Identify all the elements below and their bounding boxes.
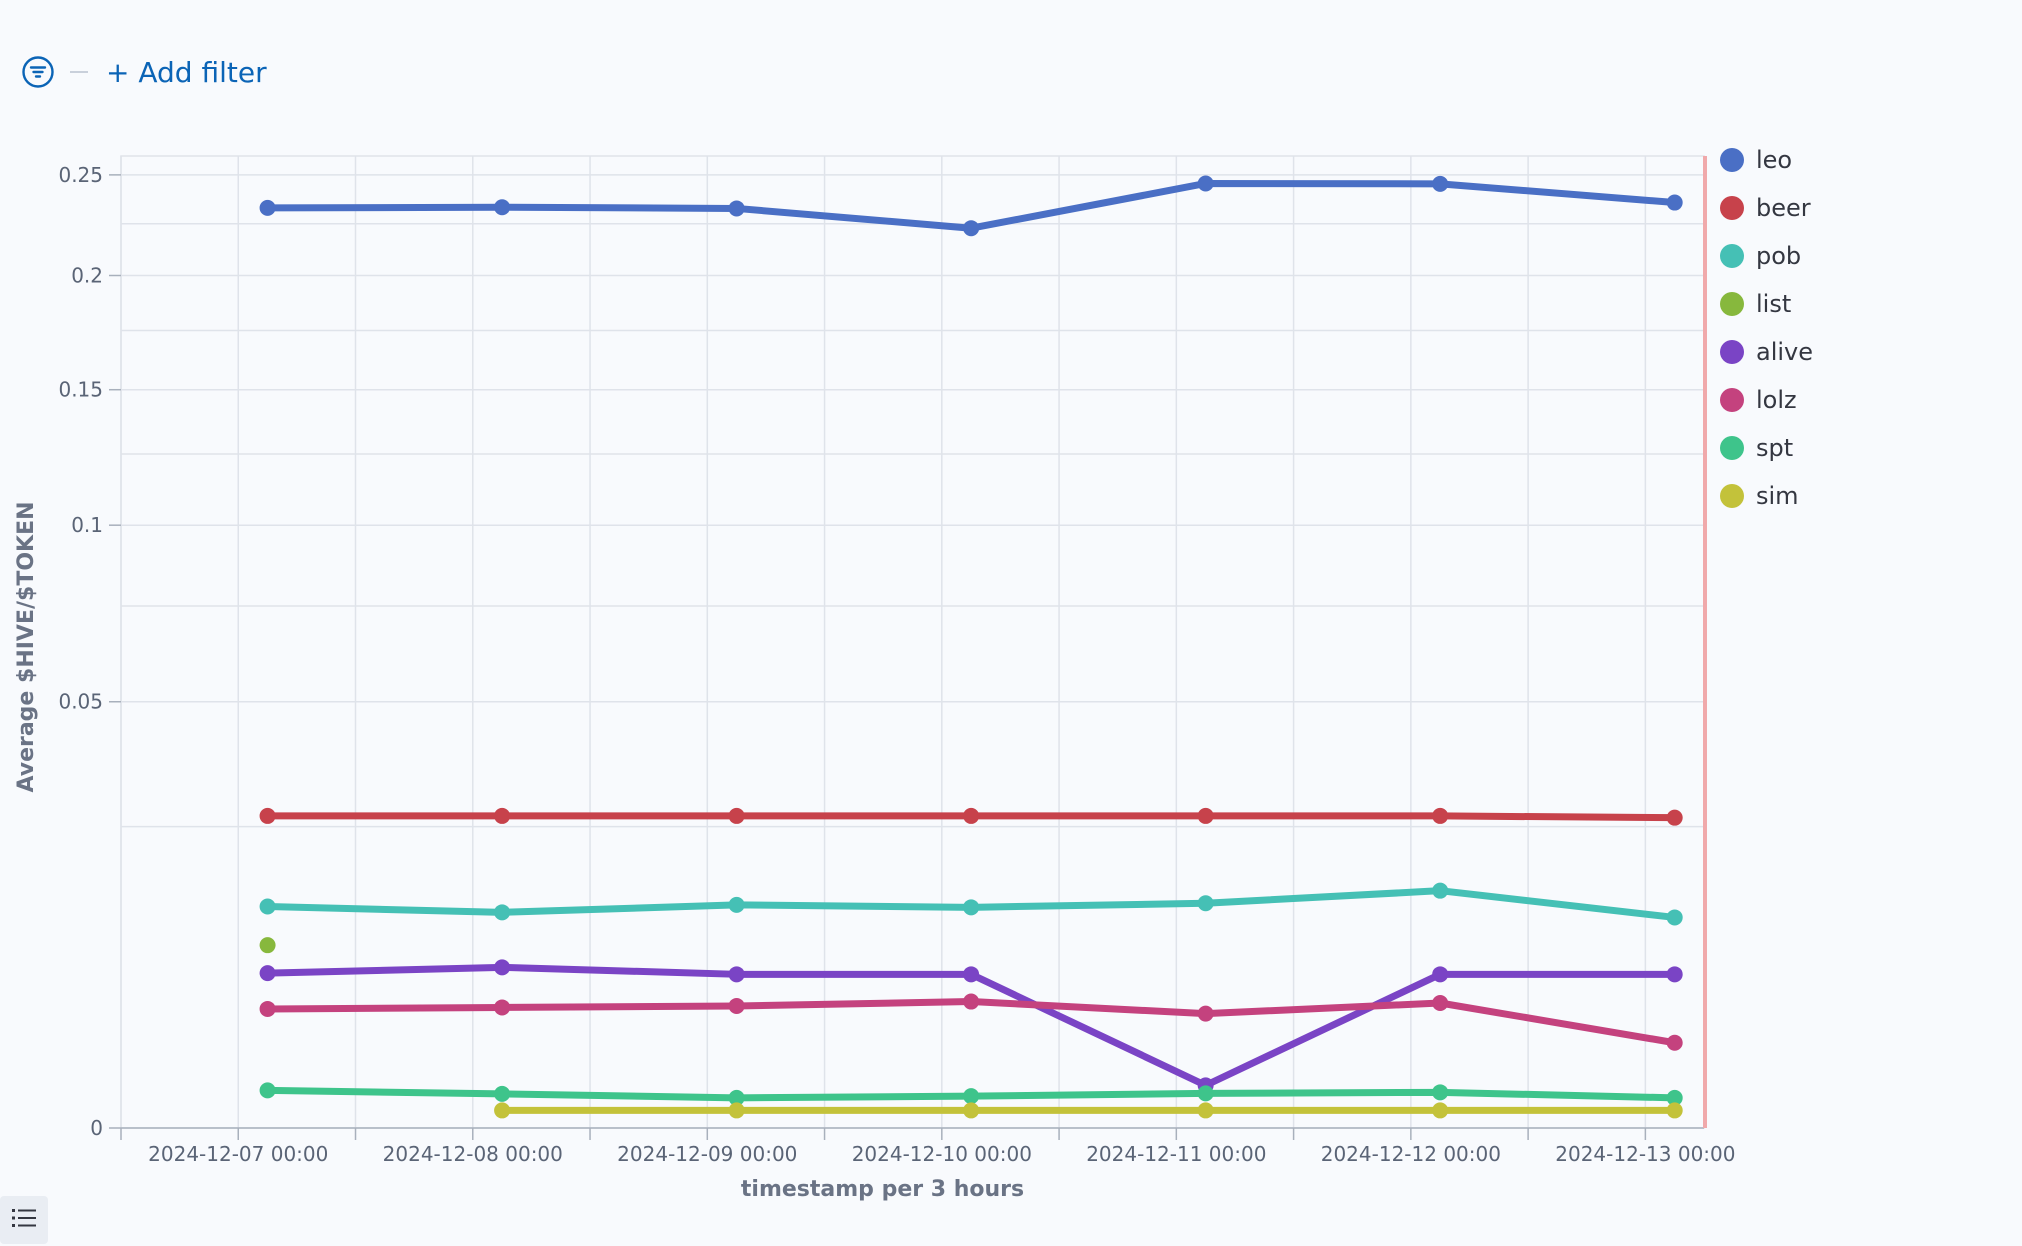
data-point-leo	[1666, 194, 1683, 211]
data-point-sim	[494, 1102, 511, 1119]
legend-label-lolz: lolz	[1756, 386, 1797, 414]
data-point-alive	[728, 966, 745, 983]
data-point-sim	[1666, 1102, 1683, 1119]
x-tick-label: 2024-12-08 00:00	[383, 1142, 563, 1166]
add-filter-button[interactable]: + Add filter	[106, 55, 267, 89]
legend-label-sim: sim	[1756, 482, 1799, 510]
data-point-pob	[1666, 909, 1683, 926]
legend-label-leo: leo	[1756, 146, 1792, 174]
data-point-spt	[963, 1088, 980, 1105]
legend-label-pob: pob	[1756, 242, 1801, 270]
data-point-leo	[728, 200, 745, 217]
data-point-beer	[259, 807, 276, 824]
data-point-beer	[963, 807, 980, 824]
data-point-leo	[259, 199, 276, 216]
legend-label-spt: spt	[1756, 434, 1793, 462]
data-point-lolz	[728, 997, 745, 1014]
chart-axes: 0 0.05 0.1 0.15 0.2 0.25 2024-12-07 00:00 2024-…	[14, 156, 1735, 1202]
data-point-lolz	[963, 993, 980, 1010]
x-tick-label: 2024-12-10 00:00	[852, 1142, 1032, 1166]
legend-swatch-lolz	[1720, 388, 1744, 412]
data-point-alive	[494, 959, 511, 976]
data-point-spt	[259, 1082, 276, 1099]
data-point-sim	[963, 1102, 980, 1119]
x-tick-label: 2024-12-12 00:00	[1321, 1142, 1501, 1166]
data-point-leo	[494, 199, 511, 216]
x-tick-label: 2024-12-07 00:00	[148, 1142, 328, 1166]
data-point-alive	[259, 965, 276, 982]
plot-frame	[120, 155, 1705, 1129]
legend-label-beer: beer	[1756, 194, 1811, 222]
data-point-lolz	[494, 999, 511, 1016]
data-point-pob	[259, 898, 276, 915]
data-point-spt	[1197, 1085, 1214, 1102]
data-point-pob	[1197, 895, 1214, 912]
x-axis-title: timestamp per 3 hours	[741, 1177, 1024, 1202]
x-tick-label: 2024-12-13 00:00	[1555, 1142, 1735, 1166]
legend-toggle-button[interactable]	[0, 1196, 48, 1244]
y-tick-label: 0.25	[58, 163, 103, 187]
data-point-lolz	[1666, 1034, 1683, 1051]
legend-swatch-spt	[1720, 436, 1744, 460]
legend-swatch-alive	[1720, 340, 1744, 364]
filter-separator	[70, 71, 88, 73]
data-point-lolz	[1197, 1005, 1214, 1022]
data-point-pob	[728, 896, 745, 913]
y-tick-label: 0.15	[58, 378, 103, 402]
y-tick-label: 0.05	[58, 690, 103, 714]
series-line-alive	[264, 963, 1679, 1089]
data-point-beer	[1197, 807, 1214, 824]
data-point-spt	[728, 1089, 745, 1106]
legend-label-alive: alive	[1756, 338, 1813, 366]
x-tick-label: 2024-12-09 00:00	[617, 1142, 797, 1166]
filter-bar: + Add filter	[22, 52, 267, 92]
data-point-sim	[728, 1102, 745, 1119]
data-point-leo	[1432, 175, 1449, 192]
legend-swatch-list	[1720, 292, 1744, 316]
y-tick-label: 0.1	[71, 513, 103, 537]
chart-series	[259, 175, 1683, 1119]
data-point-sim	[1432, 1102, 1449, 1119]
data-point-pob	[1432, 882, 1449, 899]
legend-label-list: list	[1756, 290, 1791, 318]
data-point-pob	[494, 904, 511, 921]
data-point-list	[259, 937, 276, 954]
data-point-beer	[494, 807, 511, 824]
data-point-spt	[1432, 1084, 1449, 1101]
data-point-pob	[963, 899, 980, 916]
data-point-sim	[1197, 1102, 1214, 1119]
data-point-leo	[963, 220, 980, 237]
data-point-alive	[963, 966, 980, 983]
data-point-lolz	[259, 1000, 276, 1017]
data-point-spt	[1666, 1089, 1683, 1106]
y-tick-label: 0	[90, 1116, 103, 1140]
data-point-beer	[1666, 809, 1683, 826]
data-point-spt	[494, 1085, 511, 1102]
data-point-alive	[1666, 966, 1683, 983]
data-point-leo	[1197, 175, 1214, 192]
legend-swatch-sim	[1720, 484, 1744, 508]
data-point-alive	[1432, 966, 1449, 983]
data-point-lolz	[1432, 994, 1449, 1011]
x-tick-label: 2024-12-11 00:00	[1086, 1142, 1266, 1166]
chart-legend: leo beer pob list alive lolz spt sim	[1720, 146, 1813, 510]
legend-swatch-leo	[1720, 148, 1744, 172]
legend-swatch-pob	[1720, 244, 1744, 268]
list-icon	[11, 1207, 37, 1233]
data-point-beer	[728, 807, 745, 824]
y-axis-title: Average $HIVE/$TOKEN	[14, 501, 39, 792]
data-point-beer	[1432, 807, 1449, 824]
filter-icon[interactable]	[22, 56, 54, 88]
chart-grid	[120, 155, 1705, 1129]
y-tick-label: 0.2	[71, 263, 103, 287]
legend-swatch-beer	[1720, 196, 1744, 220]
